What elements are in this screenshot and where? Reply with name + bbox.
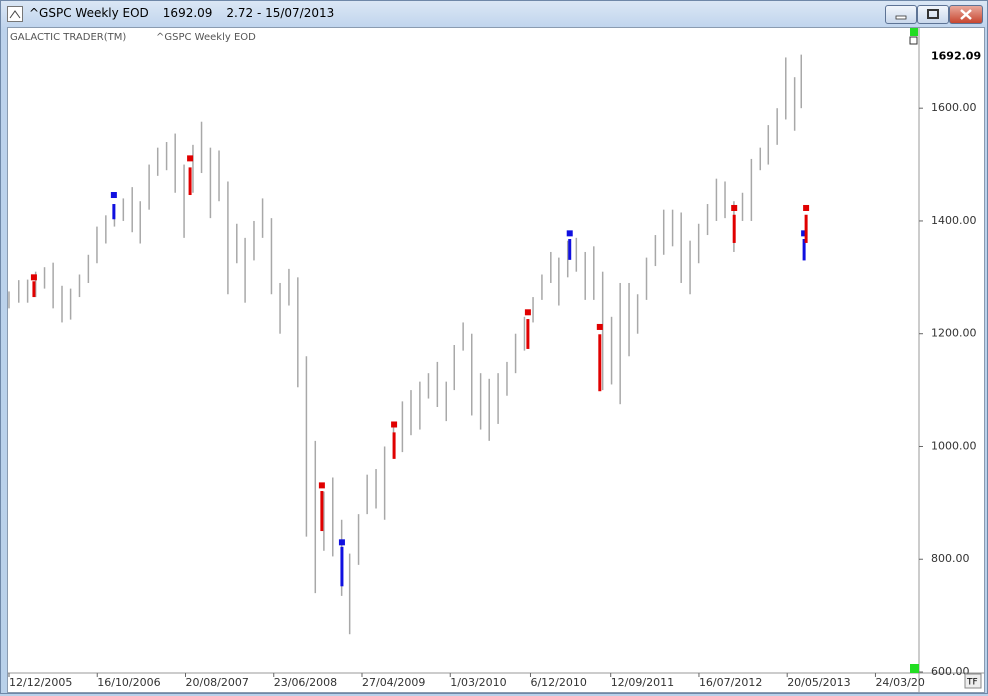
title-change: 2.72 - 15/07/2013	[226, 6, 335, 20]
chart: GALACTIC TRADER(TM) ^GSPC Weekly EOD 600.0…	[8, 28, 984, 692]
title-text: ^GSPC Weekly EOD	[29, 6, 149, 20]
green-handle[interactable]	[910, 28, 918, 36]
chart-header: GALACTIC TRADER(TM)	[10, 32, 126, 43]
minimize-button[interactable]	[885, 5, 917, 24]
signal-marker	[803, 204, 810, 211]
y-tick-label: 800.00	[931, 552, 970, 565]
tf-button[interactable]: TF	[966, 678, 978, 688]
y-tick-label: 1000.00	[931, 439, 977, 452]
x-tick-label: 16/07/2012	[699, 676, 762, 689]
tf-button-box[interactable]	[964, 673, 982, 689]
y-tick-label: 1200.00	[931, 327, 977, 340]
signal-marker	[566, 230, 573, 237]
signal-marker	[110, 192, 117, 199]
x-tick-label: 6/12/2010	[530, 676, 586, 689]
signal-marker	[801, 230, 808, 237]
app-icon	[7, 6, 23, 22]
x-tick-label: 20/08/2007	[185, 676, 248, 689]
chart-panel: GALACTIC TRADER(TM) ^GSPC Weekly EOD 600.0…	[7, 27, 985, 693]
y-tick-label: 1400.00	[931, 214, 977, 227]
signal-marker	[524, 309, 531, 316]
y-tick-label: 1600.00	[931, 101, 977, 114]
title-bar: ^GSPC Weekly EOD 1692.09 2.72 - 15/07/2013	[1, 1, 987, 27]
x-tick-label: 12/09/2011	[611, 676, 674, 689]
x-tick-label: 24/03/20	[875, 676, 924, 689]
title-last: 1692.09	[162, 6, 213, 20]
signal-marker	[187, 155, 194, 162]
chart-subtitle: ^GSPC Weekly EOD	[156, 32, 256, 43]
toggle-box[interactable]	[909, 36, 918, 45]
close-button[interactable]	[949, 5, 983, 24]
green-handle[interactable]	[910, 664, 919, 673]
maximize-button[interactable]	[917, 5, 949, 24]
x-tick-label: 1/03/2010	[450, 676, 506, 689]
signal-marker	[30, 274, 37, 281]
y-tick-label: 600.00	[931, 665, 970, 678]
x-tick-label: 23/06/2008	[274, 676, 337, 689]
x-tick-label: 12/12/2005	[9, 676, 72, 689]
x-tick-label: 27/04/2009	[362, 676, 425, 689]
x-tick-label: 20/05/2013	[787, 676, 850, 689]
signal-marker	[596, 323, 603, 330]
signal-marker	[318, 482, 325, 489]
signal-marker	[391, 421, 398, 428]
x-tick-label: 16/10/2006	[97, 676, 160, 689]
last-price-label: 1692.09	[931, 49, 981, 62]
signal-marker	[731, 204, 738, 211]
window-title: ^GSPC Weekly EOD 1692.09 2.72 - 15/07/2013	[29, 6, 348, 20]
signal-marker	[338, 539, 345, 546]
